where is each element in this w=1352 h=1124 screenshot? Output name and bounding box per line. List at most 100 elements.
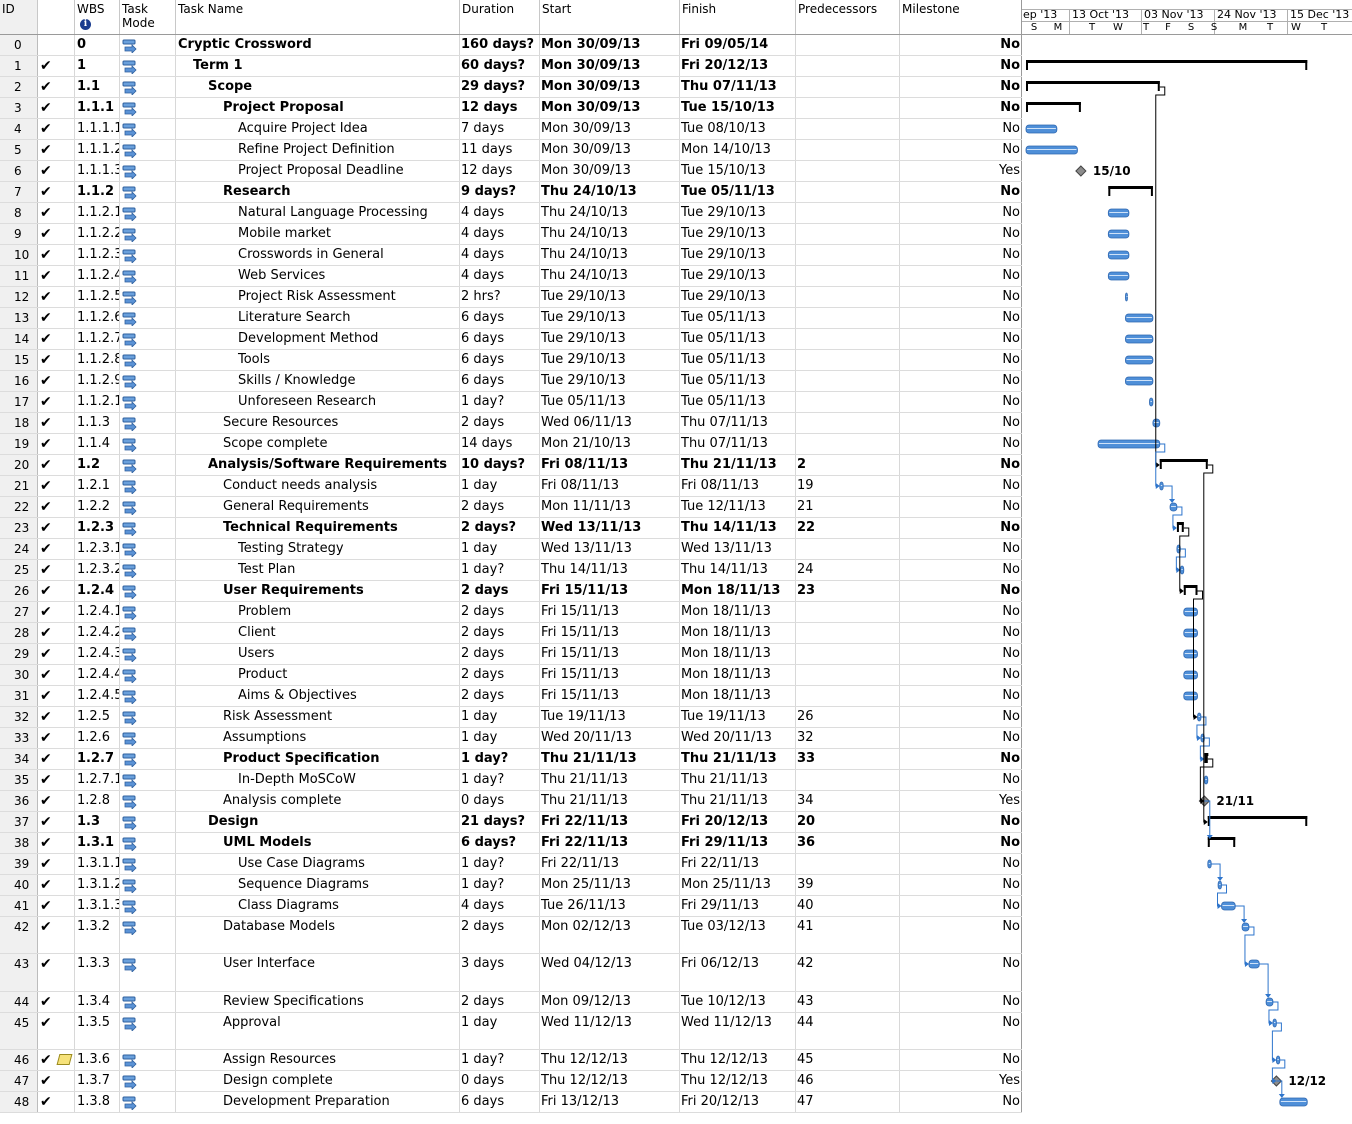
task-row[interactable]: 48 ✔ 1.3.8 Development Preparation 6 days Fri…	[0, 1092, 1022, 1113]
predecessors-cell[interactable]	[796, 203, 900, 223]
task-bar-progress[interactable]	[1109, 233, 1128, 234]
summary-bar-cap[interactable]	[1207, 816, 1210, 826]
predecessors-cell[interactable]	[796, 245, 900, 265]
summary-bar-cap[interactable]	[1159, 459, 1162, 469]
task-name-cell[interactable]: Web Services	[176, 266, 460, 286]
finish-cell[interactable]: Fri 08/11/13	[680, 476, 796, 496]
task-bar-progress[interactable]	[1126, 317, 1152, 318]
wbs-cell[interactable]: 1.2.5	[75, 707, 120, 727]
row-id[interactable]: 0	[0, 35, 38, 55]
task-row[interactable]: 23 ✔ 1.2.3 Technical Requirements 2 days? Wed…	[0, 518, 1022, 539]
row-id[interactable]: 19	[0, 434, 38, 454]
duration-cell[interactable]: 2 days	[460, 413, 540, 433]
milestone-cell[interactable]: No	[900, 539, 1022, 559]
milestone-date-label[interactable]: 12/12	[1288, 1074, 1326, 1088]
task-row[interactable]: 39 ✔ 1.3.1.1 Use Case Diagrams 1 day? Fri 22/…	[0, 854, 1022, 875]
task-mode-cell[interactable]	[120, 182, 176, 202]
milestone-cell[interactable]: No	[900, 329, 1022, 349]
milestone-cell[interactable]: No	[900, 992, 1022, 1012]
row-id[interactable]: 2	[0, 77, 38, 97]
start-cell[interactable]: Mon 11/11/13	[540, 497, 680, 517]
predecessors-cell[interactable]	[796, 35, 900, 55]
milestone-cell[interactable]: No	[900, 1013, 1022, 1049]
milestone-cell[interactable]: No	[900, 455, 1022, 475]
task-row[interactable]: 9 ✔ 1.1.2.2 Mobile market 4 days Thu 24/10/13…	[0, 224, 1022, 245]
milestone-cell[interactable]: No	[900, 1092, 1022, 1112]
predecessors-cell[interactable]	[796, 539, 900, 559]
row-id[interactable]: 11	[0, 266, 38, 286]
task-row[interactable]: 7 ✔ 1.1.2 Research 9 days? Thu 24/10/13 Tue 05…	[0, 182, 1022, 203]
predecessors-cell[interactable]: 23	[796, 581, 900, 601]
predecessors-cell[interactable]: 34	[796, 791, 900, 811]
milestone-cell[interactable]: No	[900, 812, 1022, 832]
row-id[interactable]: 20	[0, 455, 38, 475]
duration-cell[interactable]: 1 day	[460, 539, 540, 559]
wbs-cell[interactable]: 1.3.5	[75, 1013, 120, 1049]
predecessors-cell[interactable]: 43	[796, 992, 900, 1012]
duration-cell[interactable]: 1 day	[460, 1013, 540, 1049]
row-id[interactable]: 31	[0, 686, 38, 706]
finish-cell[interactable]: Tue 19/11/13	[680, 707, 796, 727]
duration-cell[interactable]: 2 days	[460, 686, 540, 706]
row-id[interactable]: 42	[0, 917, 38, 953]
duration-cell[interactable]: 4 days	[460, 203, 540, 223]
task-name-cell[interactable]: Literature Search	[176, 308, 460, 328]
summary-bar-cap[interactable]	[1078, 102, 1081, 112]
duration-cell[interactable]: 1 day	[460, 476, 540, 496]
task-mode-cell[interactable]	[120, 954, 176, 991]
finish-cell[interactable]: Fri 29/11/13	[680, 896, 796, 916]
milestone-cell[interactable]: No	[900, 245, 1022, 265]
start-cell[interactable]: Thu 14/11/13	[540, 560, 680, 580]
task-row[interactable]: 34 ✔ 1.2.7 Product Specification 1 day? Thu 2…	[0, 749, 1022, 770]
duration-cell[interactable]: 2 days	[460, 581, 540, 601]
wbs-cell[interactable]: 1.2.6	[75, 728, 120, 748]
task-bar-progress[interactable]	[1267, 1001, 1272, 1002]
milestone-cell[interactable]: No	[900, 56, 1022, 76]
wbs-cell[interactable]: 1.1.2	[75, 182, 120, 202]
predecessors-cell[interactable]: 32	[796, 728, 900, 748]
duration-cell[interactable]: 2 days	[460, 644, 540, 664]
start-cell[interactable]: Tue 29/10/13	[540, 350, 680, 370]
task-row[interactable]: 21 ✔ 1.2.1 Conduct needs analysis 1 day Fri 0…	[0, 476, 1022, 497]
task-mode-cell[interactable]	[120, 266, 176, 286]
task-name-cell[interactable]: Project Proposal Deadline	[176, 161, 460, 181]
task-name-cell[interactable]: Analysis complete	[176, 791, 460, 811]
predecessors-cell[interactable]: 45	[796, 1050, 900, 1070]
row-id[interactable]: 44	[0, 992, 38, 1012]
summary-bar-cap[interactable]	[1026, 102, 1028, 112]
task-mode-cell[interactable]	[120, 476, 176, 496]
task-bar-progress[interactable]	[1099, 443, 1159, 444]
task-bar-progress[interactable]	[1184, 611, 1197, 612]
row-id[interactable]: 17	[0, 392, 38, 412]
summary-bar[interactable]	[1207, 816, 1308, 819]
col-header-indicators[interactable]: i	[38, 0, 91, 34]
start-cell[interactable]: Tue 19/11/13	[540, 707, 680, 727]
summary-bar-cap[interactable]	[1305, 60, 1308, 70]
wbs-cell[interactable]: 1.2.7.1	[75, 770, 120, 790]
finish-cell[interactable]: Thu 12/12/13	[680, 1071, 796, 1091]
milestone-cell[interactable]: No	[900, 434, 1022, 454]
duration-cell[interactable]: 2 days	[460, 497, 540, 517]
duration-cell[interactable]: 6 days	[460, 350, 540, 370]
task-mode-cell[interactable]	[120, 875, 176, 895]
task-row[interactable]: 20 ✔ 1.2 Analysis/Software Requirements 10 d…	[0, 455, 1022, 476]
finish-cell[interactable]: Wed 13/11/13	[680, 539, 796, 559]
finish-cell[interactable]: Tue 08/10/13	[680, 119, 796, 139]
finish-cell[interactable]: Thu 21/11/13	[680, 455, 796, 475]
finish-cell[interactable]: Fri 09/05/14	[680, 35, 796, 55]
task-name-cell[interactable]: Analysis/Software Requirements	[176, 455, 460, 475]
task-bar-progress[interactable]	[1109, 275, 1128, 276]
task-bar-progress[interactable]	[1126, 380, 1152, 381]
task-name-cell[interactable]: Research	[176, 182, 460, 202]
milestone-cell[interactable]: No	[900, 581, 1022, 601]
row-id[interactable]: 38	[0, 833, 38, 853]
col-header-finish[interactable]: Finish	[680, 0, 796, 34]
milestone-cell[interactable]: No	[900, 35, 1022, 55]
task-name-cell[interactable]: Project Proposal	[176, 98, 460, 118]
task-row[interactable]: 33 ✔ 1.2.6 Assumptions 1 day Wed 20/11/13 Wed …	[0, 728, 1022, 749]
row-id[interactable]: 24	[0, 539, 38, 559]
duration-cell[interactable]: 6 days	[460, 308, 540, 328]
milestone-cell[interactable]: No	[900, 917, 1022, 953]
task-mode-cell[interactable]	[120, 791, 176, 811]
